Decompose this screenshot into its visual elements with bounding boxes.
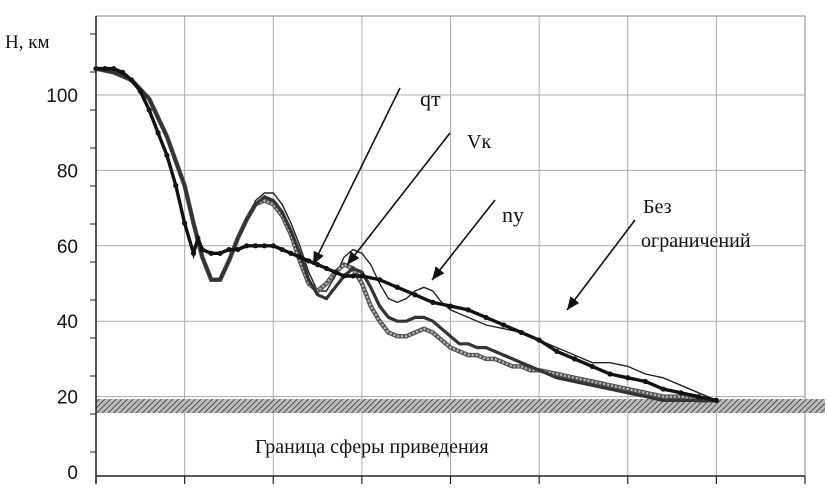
series-q-t-point [607, 371, 613, 377]
series-q-t-point [536, 337, 542, 343]
y-tick-label: 60 [57, 237, 78, 258]
y-tick-labels: 0 20 40 60 80 100 [46, 86, 78, 484]
series-q-t-point [261, 243, 267, 249]
annotation-arrows [312, 87, 636, 311]
series-q-t-point [589, 363, 595, 370]
series-q-t-point [359, 273, 365, 279]
series-n-y-hatch [95, 67, 717, 402]
y-tick-label: 100 [46, 86, 78, 107]
series-q-t-point [102, 66, 108, 72]
series-q-t-point [430, 299, 436, 305]
label-ogranicheniy: ограничений [641, 230, 751, 252]
series-q-t-point [713, 397, 719, 403]
series-q-t-point [571, 356, 578, 362]
arrow-bez-ogranicheniy [566, 219, 636, 311]
series-q-t-point [137, 88, 143, 94]
series-q-t-point [465, 307, 471, 313]
series-q-t-point [279, 246, 285, 253]
series-q-t-point [554, 348, 560, 354]
threshold-band-rect [96, 399, 825, 414]
series-q-t-point [412, 292, 418, 298]
series-q-t-point [377, 277, 383, 283]
series-q-t-point [217, 250, 223, 256]
series-q-t-point [119, 69, 126, 75]
series-q-t-point [208, 250, 214, 256]
series-q-t-point [128, 77, 135, 83]
series-q-t-point [660, 386, 666, 392]
series-q-t-point [394, 284, 400, 290]
axes [90, 16, 806, 484]
series-group [93, 66, 719, 403]
series-q-t-point [173, 182, 179, 189]
series-q-t-point [182, 220, 188, 226]
series-q-t-point [297, 254, 303, 260]
label-bez: Без [643, 196, 672, 218]
y-tick-label: 80 [57, 161, 78, 182]
series-q-t-point [678, 390, 684, 396]
label-v-k: Vк [467, 131, 491, 153]
series-q-t-point [252, 243, 259, 249]
arrow-v-k [346, 132, 451, 266]
y-tick-label: 20 [57, 388, 78, 409]
arrow-n-y [431, 199, 496, 281]
series-q-t-point [288, 250, 294, 256]
series-q-t-point [447, 303, 454, 309]
series-q-t-point [155, 130, 161, 136]
series-q-t-point [226, 246, 232, 253]
threshold-label: Граница сферы приведения [255, 436, 489, 458]
arrow-q-t-head [313, 250, 324, 265]
y-tick-label: 40 [57, 312, 78, 333]
series-q-t-point [350, 273, 356, 279]
arrow-bez-ogranicheniy-head [567, 296, 580, 310]
label-n-y: ny [502, 202, 524, 227]
series-q-t-point [332, 269, 338, 275]
series-q-t-point [696, 394, 702, 400]
series-q-t-point [518, 329, 525, 336]
series-q-t-point [111, 66, 117, 72]
series-q-t-point [244, 243, 250, 249]
series-q-t-point [341, 273, 347, 279]
series-q-t-point [625, 375, 631, 381]
series-q-t-point [323, 265, 330, 272]
arrow-n-y-head [432, 266, 445, 280]
series-q-t-point [306, 258, 312, 264]
y-tick-label: 0 [67, 463, 78, 484]
series-q-t-point [190, 250, 197, 256]
label-q-t: qт [420, 86, 441, 111]
series-q-t-point [199, 246, 205, 253]
series-v-k-line [95, 67, 717, 402]
series-q-t-point [270, 243, 276, 249]
series-q-t-point [501, 322, 507, 328]
series-q-t-point [235, 246, 241, 253]
series-q-t-point [164, 152, 170, 158]
series-q-t-point [146, 107, 152, 113]
series-q-t-point [483, 314, 489, 321]
series-q-t-point [314, 262, 321, 268]
threshold-band [96, 399, 825, 414]
series-q-t-point [642, 378, 649, 385]
arrow-v-k-head [347, 251, 360, 265]
arrow-q-t [312, 87, 401, 266]
label-q-t-text: qт [420, 86, 441, 111]
y-axis-label: H, км [5, 32, 49, 53]
series-q-t-point [195, 235, 201, 241]
